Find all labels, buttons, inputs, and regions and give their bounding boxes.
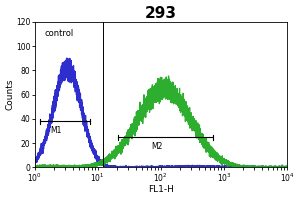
Text: control: control (44, 29, 73, 38)
Text: M1: M1 (50, 126, 62, 135)
X-axis label: FL1-H: FL1-H (148, 185, 174, 194)
Title: 293: 293 (145, 6, 177, 21)
Y-axis label: Counts: Counts (6, 79, 15, 110)
Text: M2: M2 (151, 142, 163, 151)
